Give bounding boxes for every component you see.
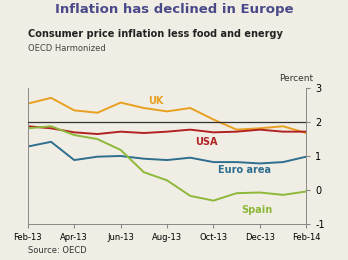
Text: OECD Harmonized: OECD Harmonized: [28, 44, 105, 53]
Text: Percent: Percent: [279, 74, 313, 83]
Text: Inflation has declined in Europe: Inflation has declined in Europe: [55, 3, 293, 16]
Text: USA: USA: [195, 137, 218, 147]
Text: UK: UK: [149, 96, 164, 106]
Text: Source: OECD: Source: OECD: [28, 246, 86, 255]
Text: Euro area: Euro area: [218, 165, 271, 174]
Text: Consumer price inflation less food and energy: Consumer price inflation less food and e…: [28, 29, 283, 38]
Text: Spain: Spain: [241, 205, 272, 215]
